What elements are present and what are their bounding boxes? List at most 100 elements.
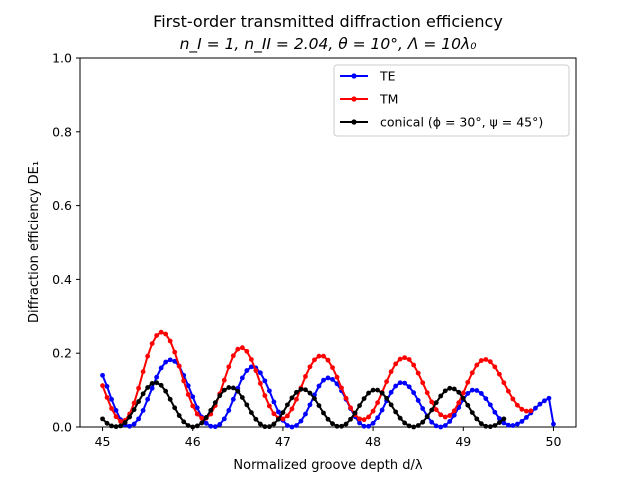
data-point [226,364,232,370]
y-axis-label: Diffraction efficiency DE₁ [27,161,42,323]
data-point [226,385,232,390]
data-point [429,419,435,425]
data-point [230,353,236,359]
data-point [411,424,417,430]
data-point [343,395,349,401]
data-point [325,375,331,381]
plot-frame [79,57,577,428]
chart-title-line2: n_I = 1, n_II = 2.04, θ = 10°, Λ = 10λ₀ [180,35,477,54]
data-point [190,403,196,409]
x-tick-label: 50 [546,434,562,449]
data-point [379,407,385,413]
data-point [478,421,484,427]
data-point [357,403,362,408]
data-point [438,412,444,418]
data-point [257,381,263,386]
data-point [361,396,367,401]
chart-title-line1: First-order transmitted diffraction effi… [153,12,503,31]
data-point [158,329,164,335]
data-point [415,370,421,376]
data-point [465,379,471,385]
data-point [294,423,299,428]
data-point [154,333,160,338]
data-point [217,422,223,427]
data-point [163,331,169,337]
data-point [501,380,507,386]
data-point [316,353,322,359]
data-point [492,364,498,370]
data-point [158,365,164,371]
data-point [492,423,498,428]
data-point [140,391,146,397]
data-point [100,383,105,389]
data-point [118,419,123,424]
data-point [190,424,196,430]
data-point [357,416,362,422]
data-point [149,341,155,347]
data-point [343,421,349,427]
legend-label: TE [379,69,396,84]
data-point [136,385,142,391]
data-point [469,410,475,416]
data-point [330,421,335,427]
data-point [113,407,119,413]
data-point [537,401,543,407]
data-point [294,389,299,395]
data-point [483,357,489,362]
data-point [420,380,426,386]
data-point [397,380,403,386]
data-point [546,395,552,401]
data-point [212,424,218,430]
data-point [510,423,516,428]
data-point [411,390,417,396]
legend-swatch-marker [351,119,357,125]
data-point [307,402,313,408]
y-tick-label: 0.4 [52,272,72,287]
data-point [325,357,331,363]
data-point [487,402,493,408]
data-point [524,408,529,414]
data-point [221,377,227,383]
data-point [212,400,218,406]
data-point [510,396,516,402]
data-point [230,385,236,391]
data-point [496,420,502,425]
data-point [203,420,209,426]
data-point [370,408,376,414]
data-point [433,400,439,406]
data-point [388,402,394,408]
data-point [519,406,525,412]
data-point [384,395,390,401]
data-point [442,388,448,394]
legend-swatch-marker [351,96,357,102]
data-point [469,387,475,393]
data-point [127,414,132,420]
data-point [533,405,538,411]
data-point [298,418,304,424]
data-point [406,423,412,429]
data-point [226,407,232,413]
data-point [375,400,380,406]
data-point [447,419,453,424]
data-point [370,387,376,393]
data-point [262,378,268,384]
data-point [181,419,187,425]
data-point [334,381,340,387]
data-point [519,419,525,424]
data-point [285,423,290,428]
data-point [433,423,439,429]
legend-swatch-marker [351,73,357,79]
data-point [257,370,263,376]
data-point [235,346,241,352]
data-point [424,390,430,396]
data-point [239,345,245,351]
data-point [514,402,520,408]
data-point [321,353,326,359]
data-point [483,423,489,429]
data-point [280,410,286,416]
data-point [316,383,322,389]
legend-box [333,64,570,137]
data-point [136,399,142,404]
data-point [154,374,160,380]
data-point [478,391,484,396]
